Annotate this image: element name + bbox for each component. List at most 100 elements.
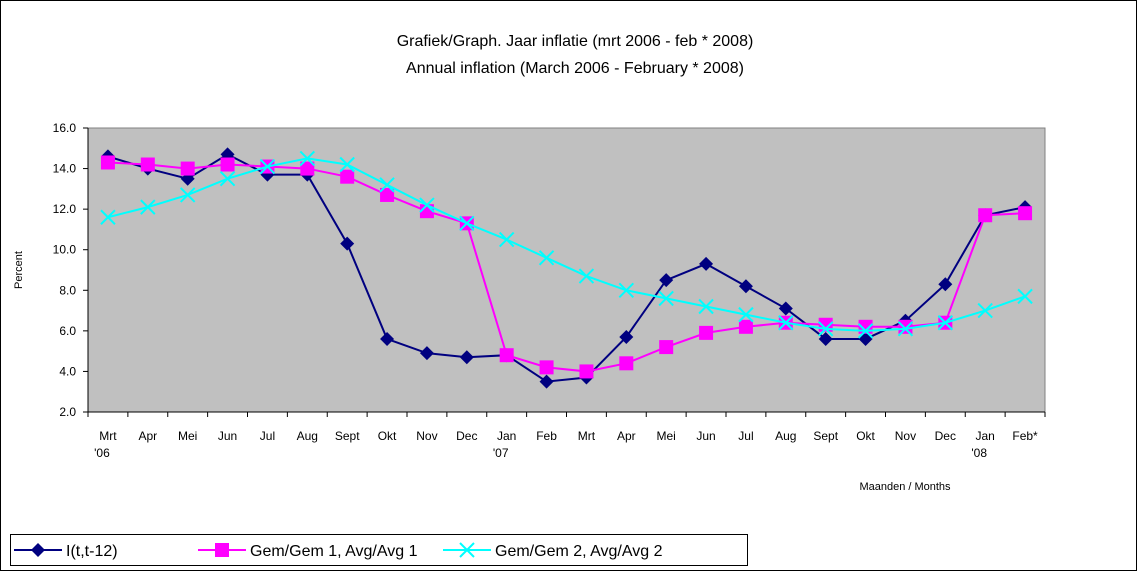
x-marker — [897, 321, 914, 337]
diamond-marker — [659, 273, 674, 288]
x-axis-label: Maanden / Months — [859, 481, 951, 493]
square-marker — [539, 360, 554, 375]
x-marker — [778, 315, 794, 331]
x-tick-label: Nov — [895, 429, 916, 443]
legend-label: Gem/Gem 2, Avg/Avg 2 — [495, 543, 663, 560]
y-tick-label: 12.0 — [53, 202, 77, 216]
y-tick-label: 6.0 — [59, 324, 76, 338]
diamond-marker — [738, 279, 753, 294]
x-marker — [299, 150, 316, 167]
x-tick-label: '07 — [493, 446, 509, 460]
y-axis-label: Percent — [13, 251, 25, 289]
diamond-marker — [380, 331, 395, 346]
y-tick-label: 8.0 — [59, 283, 76, 297]
x-marker — [658, 290, 674, 307]
x-tick-label: Jul — [738, 429, 753, 443]
x-marker — [817, 321, 834, 337]
x-marker — [339, 156, 355, 173]
x-marker — [259, 158, 276, 175]
x-tick-label: Feb — [536, 429, 557, 443]
diamond-marker — [31, 543, 45, 557]
diamond-marker — [778, 301, 793, 316]
x-tick-label: Mei — [178, 429, 197, 443]
x-tick-label: Okt — [856, 429, 875, 443]
square-marker — [499, 348, 514, 363]
x-marker — [578, 268, 595, 284]
x-tick-label: Jan — [976, 429, 995, 443]
x-marker — [618, 282, 635, 298]
y-tick-label: 14.0 — [53, 162, 77, 176]
square-marker — [100, 155, 115, 170]
x-marker — [219, 171, 236, 187]
square-marker — [300, 161, 315, 176]
x-marker — [857, 323, 874, 339]
legend-box — [10, 534, 748, 566]
chart-subtitle: Annual inflation (March 2006 - February … — [406, 60, 744, 77]
diamond-marker — [938, 277, 953, 292]
diamond-marker — [818, 331, 833, 346]
x-marker — [459, 215, 475, 232]
diamond-marker — [419, 346, 434, 361]
square-marker — [140, 157, 155, 172]
x-marker — [538, 250, 555, 266]
x-marker — [698, 298, 714, 315]
square-marker — [978, 208, 993, 223]
legend-label: Gem/Gem 1, Avg/Avg 1 — [250, 543, 418, 560]
x-tick-label: Mrt — [99, 429, 117, 443]
x-marker — [977, 302, 993, 319]
x-tick-label: Aug — [297, 429, 318, 443]
x-tick-label: Dec — [935, 429, 956, 443]
x-marker — [179, 187, 196, 203]
x-tick-label: Mrt — [578, 429, 596, 443]
chart-title: Grafiek/Graph. Jaar inflatie (mrt 2006 -… — [397, 33, 754, 50]
x-tick-label: '08 — [971, 446, 987, 460]
y-tick-label: 16.0 — [53, 121, 77, 135]
square-marker — [699, 325, 714, 340]
x-marker — [937, 315, 954, 331]
diamond-marker — [699, 256, 714, 271]
x-tick-label: Aug — [775, 429, 796, 443]
y-tick-label: 4.0 — [59, 364, 76, 378]
square-marker — [659, 340, 674, 355]
square-marker — [215, 543, 229, 557]
square-marker — [380, 187, 395, 202]
x-tick-label: Feb* — [1012, 429, 1038, 443]
x-tick-label: Apr — [138, 429, 157, 443]
square-marker — [220, 157, 235, 172]
diamond-marker — [619, 329, 634, 344]
x-tick-label: Jun — [696, 429, 715, 443]
square-marker — [898, 319, 913, 334]
square-marker — [180, 161, 195, 176]
diamond-marker — [539, 374, 554, 389]
x-marker — [140, 199, 156, 215]
x-marker — [419, 197, 435, 213]
x-marker — [100, 209, 116, 225]
square-marker — [1018, 206, 1033, 221]
diamond-marker — [340, 236, 355, 251]
square-marker — [619, 356, 634, 371]
x-tick-label: Nov — [416, 429, 437, 443]
x-tick-label: Okt — [378, 429, 397, 443]
x-tick-label: Apr — [617, 429, 636, 443]
square-marker — [738, 319, 753, 334]
diamond-marker — [459, 350, 474, 365]
plot-area — [87, 127, 1046, 413]
x-tick-label: Jan — [497, 429, 516, 443]
series-line — [107, 157, 1026, 332]
y-tick-label: 10.0 — [53, 243, 77, 257]
x-tick-label: '06 — [94, 446, 110, 460]
x-tick-label: Jul — [260, 429, 275, 443]
y-tick-label: 2.0 — [59, 405, 76, 419]
x-tick-label: Jun — [218, 429, 237, 443]
x-tick-label: Mei — [657, 429, 676, 443]
x-tick-label: Sept — [813, 429, 838, 443]
x-marker — [1017, 288, 1033, 305]
square-marker — [579, 364, 594, 379]
legend-label: I(t,t-12) — [66, 543, 118, 560]
square-marker — [340, 169, 355, 184]
x-marker — [738, 306, 754, 323]
x-marker — [459, 542, 475, 558]
x-marker — [379, 177, 395, 193]
x-marker — [498, 231, 515, 248]
